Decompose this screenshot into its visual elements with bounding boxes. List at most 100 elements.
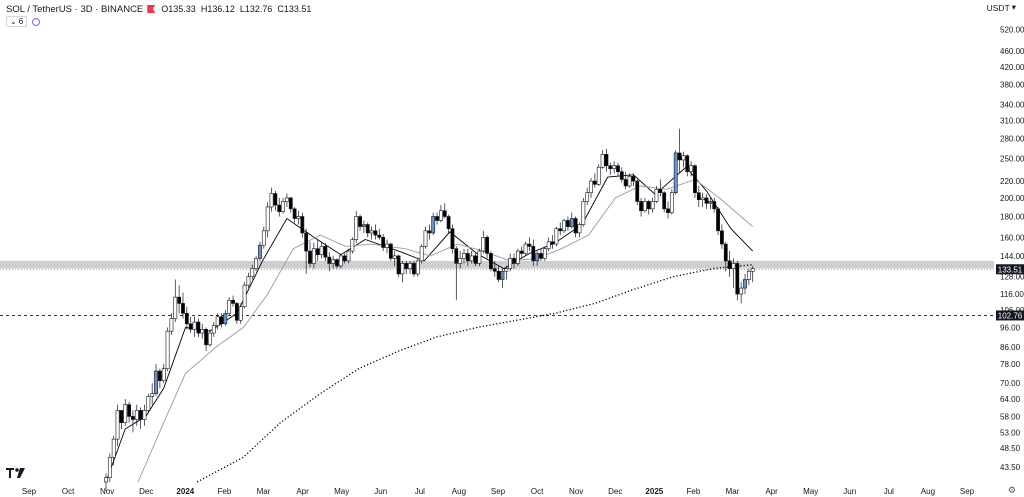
currency-selector[interactable]: USDT ▾ <box>987 2 1016 13</box>
candle-body <box>161 368 166 382</box>
price-tick-label: 160.00 <box>1000 233 1024 242</box>
candle-body <box>381 237 386 248</box>
eye-icon[interactable] <box>32 17 41 26</box>
candle <box>458 251 463 269</box>
candle-body <box>731 263 736 269</box>
candle-body <box>750 268 755 272</box>
candle <box>342 253 347 264</box>
candle-body <box>562 220 566 232</box>
time-tick-label: Jun <box>843 487 856 496</box>
symbol-title[interactable]: SOL / TetherUS · 3D · BINANCE <box>6 3 144 15</box>
settings-gear-icon[interactable]: ⚙ <box>1007 485 1016 495</box>
candle-body <box>242 284 247 307</box>
candle <box>500 268 505 289</box>
candle-body <box>596 166 601 185</box>
candle-body <box>619 171 624 180</box>
candle-body <box>558 228 563 232</box>
candle-body <box>342 255 347 262</box>
candle-body <box>639 201 643 212</box>
candle <box>104 473 108 492</box>
candle-body <box>323 246 328 258</box>
candle <box>157 368 162 389</box>
candle <box>712 197 717 213</box>
time-tick-label: Nov <box>569 487 583 496</box>
price-tick-label: 116.00 <box>1000 290 1024 299</box>
candle-body <box>219 316 224 325</box>
candle <box>115 404 120 447</box>
candle <box>223 309 228 326</box>
candle-body <box>231 299 235 304</box>
candle-body <box>354 216 359 240</box>
candle <box>396 254 401 277</box>
candle-body <box>365 224 370 234</box>
candle-body <box>704 197 709 204</box>
candle-body <box>292 208 297 219</box>
tradingview-logo-icon[interactable] <box>6 467 26 479</box>
candle <box>315 239 320 261</box>
candle <box>627 173 632 188</box>
candle-body <box>623 179 628 187</box>
candle-body <box>400 263 405 275</box>
candle-body <box>204 329 208 346</box>
candle-body <box>373 230 378 236</box>
currency-label: USDT <box>986 2 1010 13</box>
candle <box>261 226 266 249</box>
time-tick-label: Dec <box>139 487 153 496</box>
candle-body <box>485 237 489 254</box>
candle <box>354 210 359 243</box>
candle-body <box>261 230 266 246</box>
price-axis[interactable]: 520.00 460.00 420.00 380.00 340.00 310.00 280.… <box>1000 25 1024 472</box>
candle-body <box>527 243 532 247</box>
candle-body <box>138 410 143 420</box>
candle <box>612 161 617 174</box>
candle <box>504 265 509 280</box>
candle <box>285 193 289 207</box>
candle-body <box>408 263 413 269</box>
candle-body <box>681 155 686 161</box>
time-axis[interactable]: Sep Oct Nov Dec 2024 Feb Mar Apr May Jun Jul Aug Sep… <box>22 487 975 496</box>
flag-icon[interactable] <box>147 5 156 13</box>
candle <box>592 173 597 188</box>
candle <box>177 285 182 314</box>
candle-body <box>685 155 690 173</box>
price-tick-label: 520.00 <box>1000 25 1024 34</box>
candle-body <box>438 210 443 221</box>
ema-fast-line <box>105 166 754 483</box>
time-tick-label: Mar <box>257 487 271 496</box>
candle <box>462 248 466 264</box>
low-label: L <box>239 4 245 14</box>
candle-body <box>327 256 332 264</box>
candle <box>489 251 493 272</box>
candle-body <box>589 180 593 193</box>
price-tick-label: 78.00 <box>1000 360 1021 369</box>
candle <box>234 301 239 324</box>
candle <box>623 171 628 190</box>
candle <box>269 187 274 212</box>
candle <box>138 407 143 430</box>
candle <box>304 228 309 274</box>
candle <box>542 246 547 261</box>
candle-body <box>693 165 697 193</box>
candle-body <box>496 270 501 280</box>
candle <box>319 241 324 259</box>
candle-body <box>277 204 282 212</box>
candle <box>681 151 686 168</box>
candle-body <box>446 216 451 229</box>
candle <box>127 401 131 423</box>
candle-body <box>550 241 555 245</box>
candle <box>188 316 193 334</box>
candle <box>635 179 640 206</box>
candle-body <box>184 313 189 325</box>
candle-body <box>338 255 343 267</box>
candle <box>550 235 555 249</box>
candle <box>481 230 486 254</box>
indicator-toggle[interactable]: ⌄ 6 <box>6 16 28 27</box>
candle <box>258 241 262 261</box>
price-tags: 133.51 102.76 <box>996 264 1024 321</box>
candle <box>131 410 135 433</box>
candle-body <box>650 201 655 210</box>
candle-body <box>435 216 439 221</box>
candle <box>362 220 366 233</box>
